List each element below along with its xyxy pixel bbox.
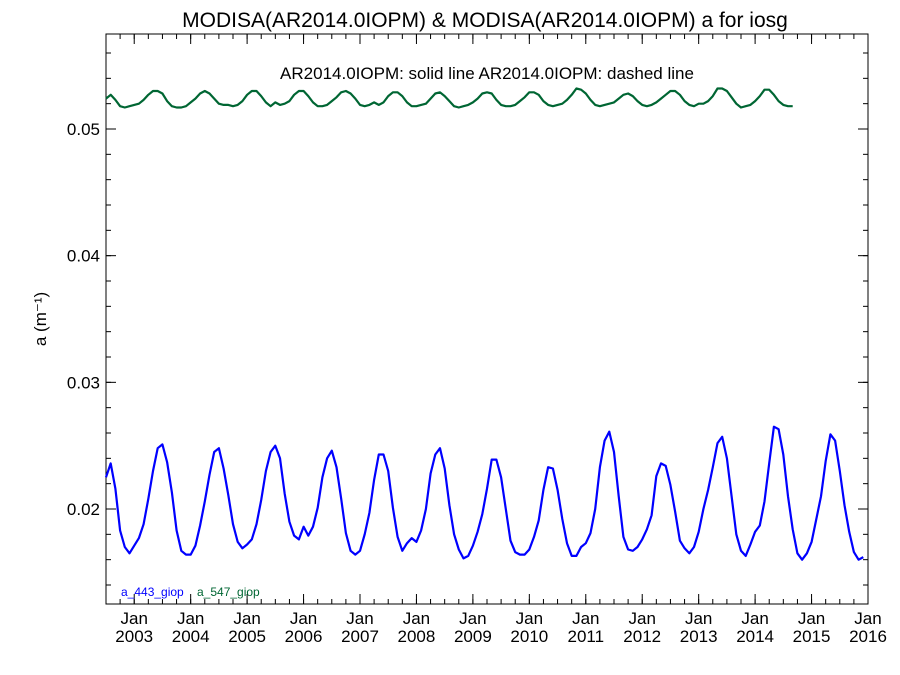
plot-frame bbox=[105, 33, 869, 605]
x-tick-month-label: Jan bbox=[459, 609, 486, 628]
x-tick-year-label: 2009 bbox=[454, 627, 492, 646]
legend-item-a_547_giop: a_547_giop bbox=[197, 585, 260, 599]
y-axis: 0.02 0.03 0.04 0.05 bbox=[67, 52, 868, 586]
x-tick-year-label: 2003 bbox=[115, 627, 153, 646]
x-tick-year-label: 2015 bbox=[793, 627, 831, 646]
x-tick-month-label: Jan bbox=[685, 609, 712, 628]
y-tick-label: 0.05 bbox=[67, 120, 100, 139]
x-tick-year-label: 2007 bbox=[341, 627, 379, 646]
x-tick-month-label: Jan bbox=[290, 609, 317, 628]
series-line-a_443_giop bbox=[104, 425, 864, 561]
y-axis-label: a (m⁻¹) bbox=[31, 292, 50, 346]
x-tick-month-label: Jan bbox=[346, 609, 373, 628]
y-tick-label: 0.03 bbox=[67, 373, 100, 392]
series-line-a_547_giop bbox=[105, 87, 793, 109]
x-tick-year-label: 2005 bbox=[228, 627, 266, 646]
x-axis: Jan2003Jan2004Jan2005Jan2006Jan2007Jan20… bbox=[105, 34, 887, 646]
legend: a_443_giop a_547_giop bbox=[121, 585, 260, 599]
x-tick-year-label: 2008 bbox=[398, 627, 436, 646]
x-tick-month-label: Jan bbox=[572, 609, 599, 628]
x-tick-year-label: 2010 bbox=[510, 627, 548, 646]
x-tick-month-label: Jan bbox=[233, 609, 260, 628]
legend-item-a_443_giop: a_443_giop bbox=[121, 585, 184, 599]
x-tick-month-label: Jan bbox=[854, 609, 881, 628]
series-layer bbox=[104, 87, 864, 561]
x-tick-month-label: Jan bbox=[798, 609, 825, 628]
x-tick-month-label: Jan bbox=[403, 609, 430, 628]
x-tick-year-label: 2006 bbox=[285, 627, 323, 646]
x-tick-month-label: Jan bbox=[516, 609, 543, 628]
x-tick-year-label: 2011 bbox=[567, 627, 604, 646]
x-tick-year-label: 2013 bbox=[680, 627, 718, 646]
x-tick-year-label: 2016 bbox=[849, 627, 887, 646]
y-tick-label: 0.04 bbox=[67, 247, 100, 266]
chart-title: MODISA(AR2014.0IOPM) & MODISA(AR2014.0IO… bbox=[182, 9, 788, 32]
x-tick-month-label: Jan bbox=[121, 609, 148, 628]
x-tick-year-label: 2014 bbox=[736, 627, 774, 646]
chart-subtitle: AR2014.0IOPM: solid line AR2014.0IOPM: d… bbox=[280, 64, 694, 83]
x-tick-month-label: Jan bbox=[741, 609, 768, 628]
x-tick-month-label: Jan bbox=[177, 609, 204, 628]
x-tick-year-label: 2012 bbox=[623, 627, 661, 646]
y-tick-label: 0.02 bbox=[67, 500, 100, 519]
x-tick-year-label: 2004 bbox=[172, 627, 210, 646]
x-tick-month-label: Jan bbox=[629, 609, 656, 628]
